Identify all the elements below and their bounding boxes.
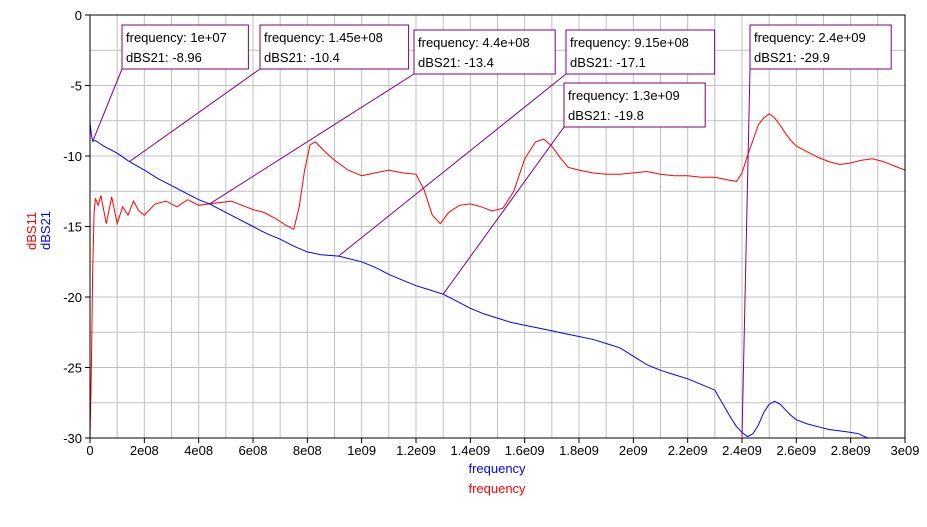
x-tick-label: 4e08	[184, 443, 213, 458]
x-tick-label: 0	[86, 443, 93, 458]
x-tick-label: 2.6e09	[776, 443, 816, 458]
marker-value-label: dBS21: -29.9	[754, 50, 830, 65]
x-tick-label: 2.2e09	[668, 443, 708, 458]
x-tick-label: 8e08	[293, 443, 322, 458]
y-tick-label: 0	[75, 8, 82, 23]
marker-frequency-label: frequency: 4.4e+08	[418, 35, 530, 50]
y-tick-label: -5	[70, 79, 82, 94]
marker-frequency-label: frequency: 1.3e+09	[568, 88, 680, 103]
marker-annotation: frequency: 9.15e+08 dBS21: -17.1	[338, 29, 716, 257]
marker-leader-line	[209, 73, 415, 205]
marker-value-label: dBS21: -10.4	[264, 50, 340, 65]
x-tick-label: 1.6e09	[505, 443, 545, 458]
marker-box	[121, 24, 249, 70]
marker-value-label: dBS21: -19.8	[568, 108, 644, 123]
x-tick-label: 2.4e09	[722, 443, 762, 458]
x-tick-label: 1.2e09	[396, 443, 436, 458]
y-tick-label: -15	[63, 220, 82, 235]
y-axis-ticks: 0 -5 -10 -15 -20 -25 -30	[63, 8, 90, 446]
marker-frequency-label: frequency: 1.45e+08	[264, 30, 383, 45]
x-axis-label-red: frequency	[468, 481, 526, 496]
marker-annotation: frequency: 1.3e+09 dBS21: -19.8	[442, 82, 706, 295]
marker-frequency-label: frequency: 9.15e+08	[570, 35, 689, 50]
marker-annotation: frequency: 4.4e+08 dBS21: -13.4	[209, 29, 556, 205]
y-tick-label: -20	[63, 290, 82, 305]
plot-frame	[89, 14, 906, 439]
marker-frequency-label: frequency: 1e+07	[126, 30, 227, 45]
x-tick-label: 3e09	[891, 443, 920, 458]
y-axis-label-dbs21: dBS21	[38, 211, 53, 250]
marker-frequency-label: frequency: 2.4e+09	[754, 30, 866, 45]
marker-annotation: frequency: 2.4e+09 dBS21: -29.9	[741, 24, 892, 437]
y-tick-label: -10	[63, 149, 82, 164]
marker-box	[413, 29, 556, 75]
marker-annotation: frequency: 1e+07 dBS21: -8.96	[92, 24, 249, 142]
marker-value-label: dBS21: -8.96	[126, 50, 202, 65]
x-tick-label: 2.8e09	[831, 443, 871, 458]
marker-leader-line	[442, 126, 565, 295]
x-tick-label: 2e09	[619, 443, 648, 458]
x-tick-label: 2e08	[130, 443, 159, 458]
series-line-dbs11	[89, 113, 906, 439]
y-tick-label: -30	[63, 431, 82, 446]
y-axis-label-dbs11: dBS11	[24, 212, 39, 250]
marker-leader-line	[338, 73, 567, 257]
x-axis-label-blue: frequency	[468, 461, 526, 476]
marker-box	[565, 29, 716, 75]
y-tick-label: -25	[63, 361, 82, 376]
marker-value-label: dBS21: -13.4	[418, 55, 494, 70]
marker-value-label: dBS21: -17.1	[570, 55, 646, 70]
marker-annotation: frequency: 1.45e+08 dBS21: -10.4	[129, 24, 410, 163]
marker-leader-line	[92, 68, 123, 142]
x-tick-label: 6e08	[239, 443, 268, 458]
x-tick-label: 1.8e09	[559, 443, 599, 458]
marker-box	[563, 82, 706, 128]
x-axis-ticks: 0 2e08 4e08 6e08 8e08 1e09 1.2e09 1.4e09 1.6e09 1…	[86, 438, 919, 458]
marker-leader-line	[129, 68, 261, 163]
x-tick-label: 1.4e09	[450, 443, 490, 458]
series-layer	[89, 113, 906, 439]
marker-box	[749, 24, 892, 70]
x-tick-label: 1e09	[347, 443, 376, 458]
series-line-dbs21	[89, 122, 869, 439]
marker-box	[259, 24, 410, 70]
marker-leader-line	[741, 68, 751, 437]
